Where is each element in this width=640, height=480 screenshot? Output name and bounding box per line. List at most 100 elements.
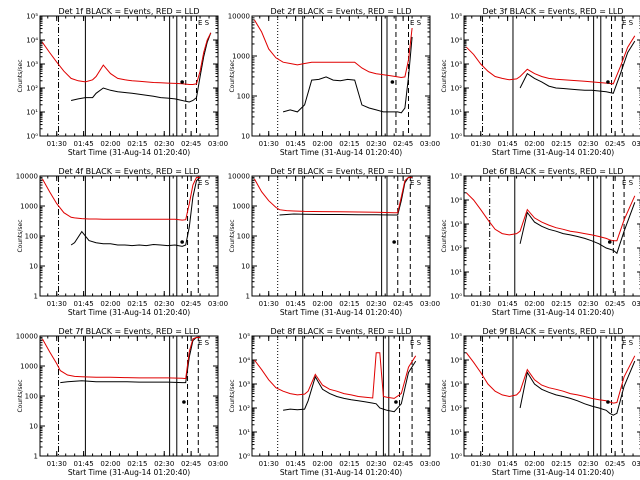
plot-frame [251, 175, 431, 297]
x-tick-label: 03:00 [632, 460, 640, 468]
x-tick-label: 03:00 [208, 300, 228, 308]
series-line-lld [466, 192, 636, 242]
y-tick-label: 10⁵ [26, 13, 38, 21]
x-tick-label: 02:15 [339, 140, 359, 148]
y-tick-label: 1000 [232, 53, 250, 61]
y-tick-label: 10³ [26, 61, 38, 69]
x-tick-label: 01:30 [259, 300, 279, 308]
y-tick-label: 10000 [228, 13, 250, 21]
y-axis-label: Counts/sec [17, 59, 24, 92]
series-line-lld [41, 176, 201, 221]
y-tick-label: 10³ [450, 61, 462, 69]
x-tick-label: 02:00 [100, 460, 120, 468]
y-tick-label: 10⁰ [450, 453, 462, 461]
x-axis-label: Start Time (31-Aug-14 01:20:40) [68, 148, 190, 157]
y-tick-label: 1 [246, 293, 250, 301]
x-tick-label: 03:00 [420, 460, 440, 468]
x-tick-label: 02:15 [551, 460, 571, 468]
chart-panel-2: Det 2f BLACK = Events, RED = LLD 10 100 100… [228, 7, 440, 157]
chart-title: Det 4f BLACK = Events, RED = LLD [58, 167, 199, 176]
y-tick-label: 10⁰ [450, 293, 462, 301]
x-tick-label: 02:00 [524, 140, 544, 148]
series-line-lld [466, 352, 636, 404]
x-tick-label: 03:00 [208, 460, 228, 468]
plot-frame [463, 15, 640, 137]
y-tick-label: 100 [237, 233, 250, 241]
x-tick-label: 03:00 [632, 300, 640, 308]
y-tick-label: 100 [237, 93, 250, 101]
x-tick-label: 02:45 [605, 460, 625, 468]
y-tick-label: 10² [450, 85, 462, 93]
event-marker [394, 400, 398, 404]
chart-title: Det 8f BLACK = Events, RED = LLD [270, 327, 411, 336]
x-tick-label: 02:45 [181, 300, 201, 308]
y-tick-label: 10³ [450, 221, 462, 229]
event-marker [392, 240, 396, 244]
y-tick-label: 10⁴ [238, 357, 250, 365]
series-line-events [279, 176, 413, 216]
series-line-events [60, 336, 201, 384]
y-tick-label: 100 [25, 393, 38, 401]
x-tick-label: 02:45 [393, 460, 413, 468]
x-tick-label: 02:45 [393, 140, 413, 148]
x-axis-label: Start Time (31-Aug-14 01:20:40) [492, 148, 614, 157]
chart-panel-6: Det 6f BLACK = Events, RED = LLD 10⁰ 10¹ 10… [441, 167, 640, 317]
series-line-lld [41, 32, 212, 85]
chart-panel-3: Det 3f BLACK = Events, RED = LLD 10⁰ 10¹ 10… [441, 7, 640, 157]
x-axis-label: Start Time (31-Aug-14 01:20:40) [280, 148, 402, 157]
corner-annotation: E S [410, 19, 422, 27]
y-tick-label: 10 [29, 263, 38, 271]
y-axis-label: Counts/sec [17, 219, 24, 252]
x-axis-label: Start Time (31-Aug-14 01:20:40) [68, 308, 190, 317]
plot-frame [463, 175, 640, 297]
chart-title: Det 3f BLACK = Events, RED = LLD [482, 7, 623, 16]
corner-annotation: E S [622, 179, 634, 187]
chart-title: Det 1f BLACK = Events, RED = LLD [58, 7, 199, 16]
x-tick-label: 02:15 [127, 300, 147, 308]
plot-frame [39, 15, 219, 137]
y-tick-label: 10¹ [26, 109, 38, 117]
x-tick-label: 01:45 [74, 300, 94, 308]
y-tick-label: 10² [450, 405, 462, 413]
x-axis-label: Start Time (31-Aug-14 01:20:40) [68, 468, 190, 477]
x-axis-label: Start Time (31-Aug-14 01:20:40) [492, 468, 614, 477]
corner-annotation: E S [198, 19, 210, 27]
chart-panel-5: Det 5f BLACK = Events, RED = LLD 1 10 100 10… [228, 167, 440, 317]
corner-annotation: E S [198, 179, 210, 187]
x-tick-label: 01:45 [498, 300, 518, 308]
series-line-events [70, 32, 212, 103]
chart-panel-7: Det 7f BLACK = Events, RED = LLD 1 10 100 10… [16, 327, 228, 477]
event-marker [390, 80, 395, 84]
x-tick-label: 01:45 [498, 140, 518, 148]
x-tick-label: 02:00 [524, 300, 544, 308]
x-tick-label: 02:00 [312, 460, 332, 468]
x-tick-label: 01:30 [259, 140, 279, 148]
x-axis-label: Start Time (31-Aug-14 01:20:40) [280, 308, 402, 317]
y-tick-label: 10⁴ [450, 357, 462, 365]
chart-panel-4: Det 4f BLACK = Events, RED = LLD 1 10 100 10… [16, 167, 228, 317]
x-tick-label: 02:30 [154, 300, 174, 308]
corner-annotation: E S [410, 179, 422, 187]
y-tick-label: 100 [25, 233, 38, 241]
x-tick-label: 02:15 [551, 140, 571, 148]
x-tick-label: 02:30 [154, 140, 174, 148]
series-line-events [70, 177, 201, 247]
y-tick-label: 10² [450, 245, 462, 253]
x-tick-label: 01:30 [471, 460, 491, 468]
y-tick-label: 10³ [450, 381, 462, 389]
series-line-lld [253, 176, 413, 214]
x-tick-label: 02:45 [605, 140, 625, 148]
x-tick-label: 01:45 [74, 460, 94, 468]
y-axis-label: Counts/sec [229, 219, 236, 252]
x-tick-label: 01:45 [74, 140, 94, 148]
chart-panel-8: Det 8f BLACK = Events, RED = LLD 10⁰ 10¹ 10… [229, 327, 440, 477]
corner-annotation: E S [622, 339, 634, 347]
y-tick-label: 1000 [20, 203, 38, 211]
y-axis-label: Counts/sec [441, 219, 448, 252]
x-tick-label: 02:45 [181, 460, 201, 468]
y-tick-label: 10 [241, 263, 250, 271]
chart-title: Det 9f BLACK = Events, RED = LLD [482, 327, 623, 336]
x-tick-label: 02:30 [366, 300, 386, 308]
y-tick-label: 10¹ [450, 109, 462, 117]
x-tick-label: 02:30 [366, 460, 386, 468]
